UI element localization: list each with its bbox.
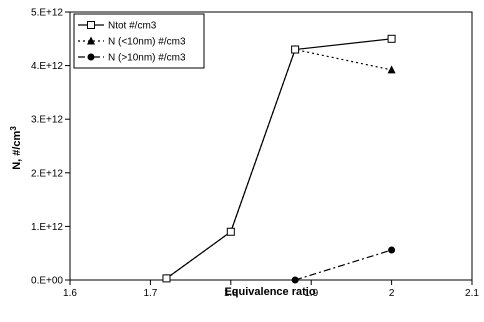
data-point: [162, 274, 171, 283]
data-point: [291, 45, 300, 54]
x-tick-label: 2.1: [465, 288, 479, 299]
x-tick-label: 2: [389, 288, 395, 299]
legend-entry: N (>10nm) #/cm3: [78, 53, 186, 64]
legend-marker: [87, 21, 95, 29]
legend-label: Ntot #/cm3: [108, 21, 157, 32]
y-tick-label: 5.E+12: [31, 8, 63, 19]
legend-label: N (>10nm) #/cm3: [108, 53, 186, 64]
x-tick-label: 1.9: [304, 288, 318, 299]
x-tick-label: 1.6: [63, 288, 77, 299]
data-point: [388, 246, 396, 254]
y-tick-label: 1.E+12: [31, 222, 63, 233]
series-line: [294, 249, 392, 281]
y-axis-title-superscript: 3: [9, 126, 18, 131]
data-point: [387, 34, 396, 43]
y-axis-title-main: N, #/cm: [11, 130, 23, 169]
legend-marker: [87, 53, 95, 61]
x-axis-title: Equivalence ratio: [224, 286, 315, 298]
series-line: [166, 38, 392, 279]
legend-marker: [87, 36, 95, 45]
legend-label: N (<10nm) #/cm3: [108, 37, 186, 48]
svg-text:N, #/cm3: N, #/cm3: [9, 126, 23, 170]
legend-entry: Ntot #/cm3: [78, 21, 157, 32]
y-tick-label: 4.E+12: [31, 61, 63, 72]
x-tick-label: 1.8: [224, 288, 238, 299]
x-tick-label: 1.7: [143, 288, 157, 299]
series-3: [291, 246, 396, 284]
y-axis-title: N, #/cm3: [9, 126, 23, 170]
series-1: [162, 34, 396, 283]
y-tick-label: 3.E+12: [31, 115, 63, 126]
data-point: [387, 65, 396, 74]
y-tick-label: 2.E+12: [31, 168, 63, 179]
legend-entry: N (<10nm) #/cm3: [78, 36, 186, 48]
y-tick-label: 0.E+00: [31, 276, 63, 287]
data-point: [291, 276, 299, 284]
data-point: [226, 227, 235, 236]
legend-box: [73, 13, 205, 69]
